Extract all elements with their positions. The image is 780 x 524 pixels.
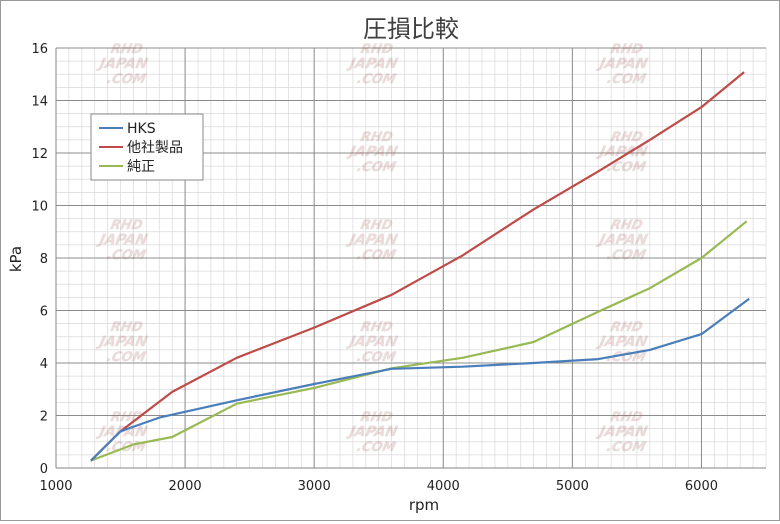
series-layer: [90, 71, 750, 462]
chart-title: 圧損比較: [363, 15, 459, 43]
watermark-text: .COM: [105, 350, 147, 365]
watermark-text: .COM: [356, 72, 398, 87]
y-tick-label: 0: [40, 462, 48, 477]
watermark-text: JAPAN: [95, 232, 149, 248]
y-tick-label: 8: [40, 252, 48, 267]
watermark-text: JAPAN: [345, 56, 399, 72]
watermark-text: RHD: [359, 42, 394, 57]
x-tick-labels: 1000 2000 3000 4000 5000 6000: [39, 479, 718, 494]
y-tick-label: 4: [40, 357, 48, 372]
legend-item-stock: 純正: [99, 159, 155, 175]
watermark-text: JAPAN: [345, 144, 399, 160]
x-tick-label: 3000: [298, 479, 331, 494]
y-tick-label: 16: [31, 42, 48, 57]
x-tick-label: 6000: [685, 479, 718, 494]
watermark-text: RHD: [109, 320, 144, 335]
major-grid: [55, 47, 766, 469]
watermark-text: JAPAN: [95, 424, 149, 440]
watermark-text: .COM: [606, 72, 648, 87]
watermark-text: RHD: [609, 218, 644, 233]
y-axis-label: kPa: [7, 246, 25, 272]
watermark-text: RHD: [609, 42, 644, 57]
watermark-text: RHD: [359, 410, 394, 425]
legend-label-other: 他社製品: [127, 140, 183, 156]
watermark-text: RHD: [609, 410, 644, 425]
watermark-text: .COM: [355, 350, 397, 365]
watermark-text: JAPAN: [345, 424, 399, 440]
axes: [55, 48, 766, 469]
watermark-text: RHD: [359, 130, 394, 145]
y-tick-label: 14: [31, 95, 48, 110]
watermark-text: JAPAN: [595, 232, 649, 248]
legend-label-hks: HKS: [127, 121, 156, 137]
watermark-text: RHD: [359, 218, 394, 233]
watermark-text: JAPAN: [345, 334, 399, 350]
legend-item-hks: HKS: [99, 121, 156, 137]
watermark-text: .COM: [106, 72, 148, 87]
y-tick-label: 12: [31, 147, 48, 162]
watermark-text: JAPAN: [345, 232, 399, 248]
legend-item-other: 他社製品: [99, 140, 183, 156]
watermark-text: .COM: [605, 350, 647, 365]
watermark-text: .COM: [605, 248, 647, 263]
watermark-text: RHD: [359, 320, 394, 335]
watermark-text: .COM: [355, 160, 397, 175]
watermark-text: .COM: [605, 160, 647, 175]
legend: HKS 他社製品 純正: [90, 113, 204, 181]
y-tick-label: 10: [31, 200, 48, 215]
watermark-text: RHD: [109, 218, 144, 233]
watermark-text: .COM: [355, 248, 397, 263]
watermark-text: JAPAN: [595, 334, 649, 350]
watermark-text: RHD: [109, 410, 144, 425]
x-tick-label: 2000: [169, 479, 202, 494]
series-line-1: [90, 71, 745, 462]
watermarks: RHDJAPAN.COMRHDJAPAN.COMRHDJAPAN.COMRHDJ…: [95, 42, 650, 455]
watermark-text: .COM: [355, 440, 397, 455]
watermark-text: JAPAN: [95, 334, 149, 350]
series-line-2: [90, 220, 748, 462]
watermark-text: JAPAN: [95, 56, 149, 72]
watermark-text: RHD: [109, 42, 144, 57]
x-tick-label: 5000: [556, 479, 589, 494]
x-tick-label: 1000: [39, 479, 72, 494]
y-tick-label: 2: [40, 410, 48, 425]
watermark-text: .COM: [605, 440, 647, 455]
y-tick-labels: 0 2 4 6 8 10 12 14 16: [31, 42, 48, 477]
watermark-text: JAPAN: [595, 424, 649, 440]
x-axis-label: rpm: [409, 496, 439, 514]
y-tick-label: 6: [40, 305, 48, 320]
watermark-text: RHD: [609, 130, 644, 145]
legend-label-stock: 純正: [127, 159, 155, 175]
watermark-text: .COM: [105, 248, 147, 263]
watermark-text: JAPAN: [595, 56, 649, 72]
series-line-0: [90, 297, 750, 462]
x-tick-label: 4000: [427, 479, 460, 494]
watermark-text: RHD: [609, 320, 644, 335]
